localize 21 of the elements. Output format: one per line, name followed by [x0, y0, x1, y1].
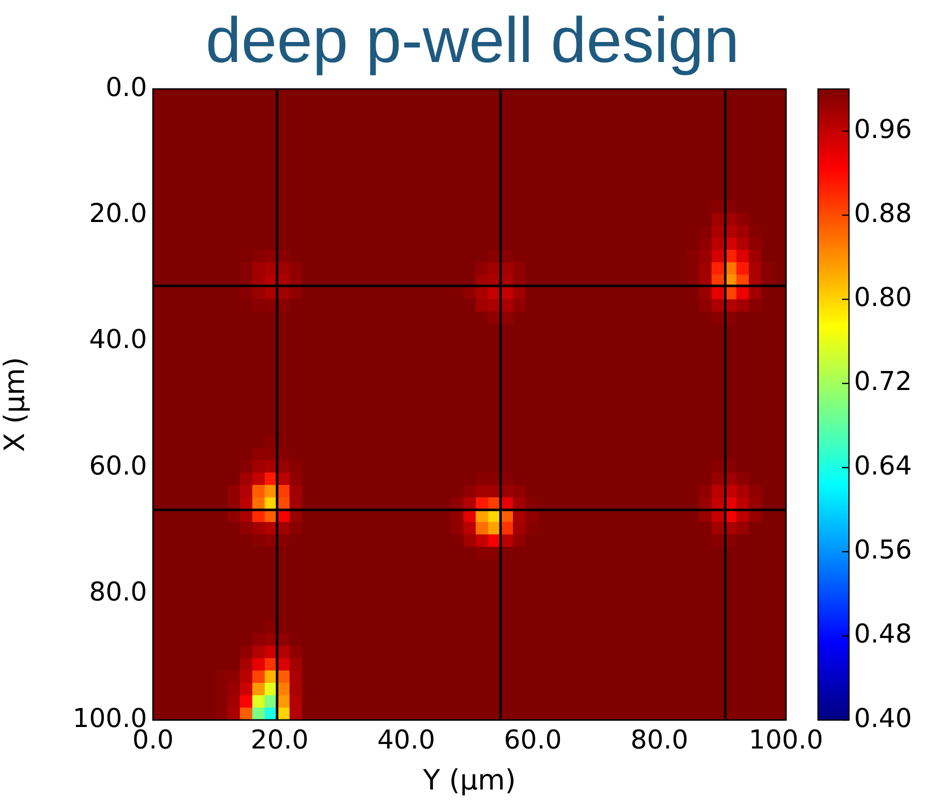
color-bar-label: 0.80: [854, 283, 912, 314]
y-axis-title: X (μm): [0, 356, 32, 452]
color-bar-label: 0.40: [854, 704, 912, 734]
color-bar-label: 0.64: [854, 451, 912, 482]
x-tick-label: 60.0: [504, 725, 562, 756]
color-bar-label: 0.96: [854, 114, 912, 145]
x-tick-label: 80.0: [630, 725, 688, 756]
y-tick-label: 0.0: [106, 72, 147, 103]
color-bar-label: 0.72: [854, 367, 912, 398]
x-tick-label: 40.0: [377, 725, 436, 756]
x-axis-title: Y (μm): [422, 763, 516, 796]
color-bar-label: 0.88: [854, 198, 912, 229]
y-tick-label: 40.0: [89, 325, 147, 356]
x-tick-label: 20.0: [250, 725, 309, 756]
color-bar-label: 0.48: [854, 620, 912, 650]
color-bar-label: 0.56: [854, 535, 912, 566]
y-tick-label: 20.0: [89, 198, 147, 229]
chart-title: deep p-well design: [206, 4, 740, 76]
x-tick-label: 100.0: [748, 725, 824, 756]
y-tick-label: 60.0: [89, 451, 147, 482]
y-tick-label: 80.0: [89, 578, 147, 608]
